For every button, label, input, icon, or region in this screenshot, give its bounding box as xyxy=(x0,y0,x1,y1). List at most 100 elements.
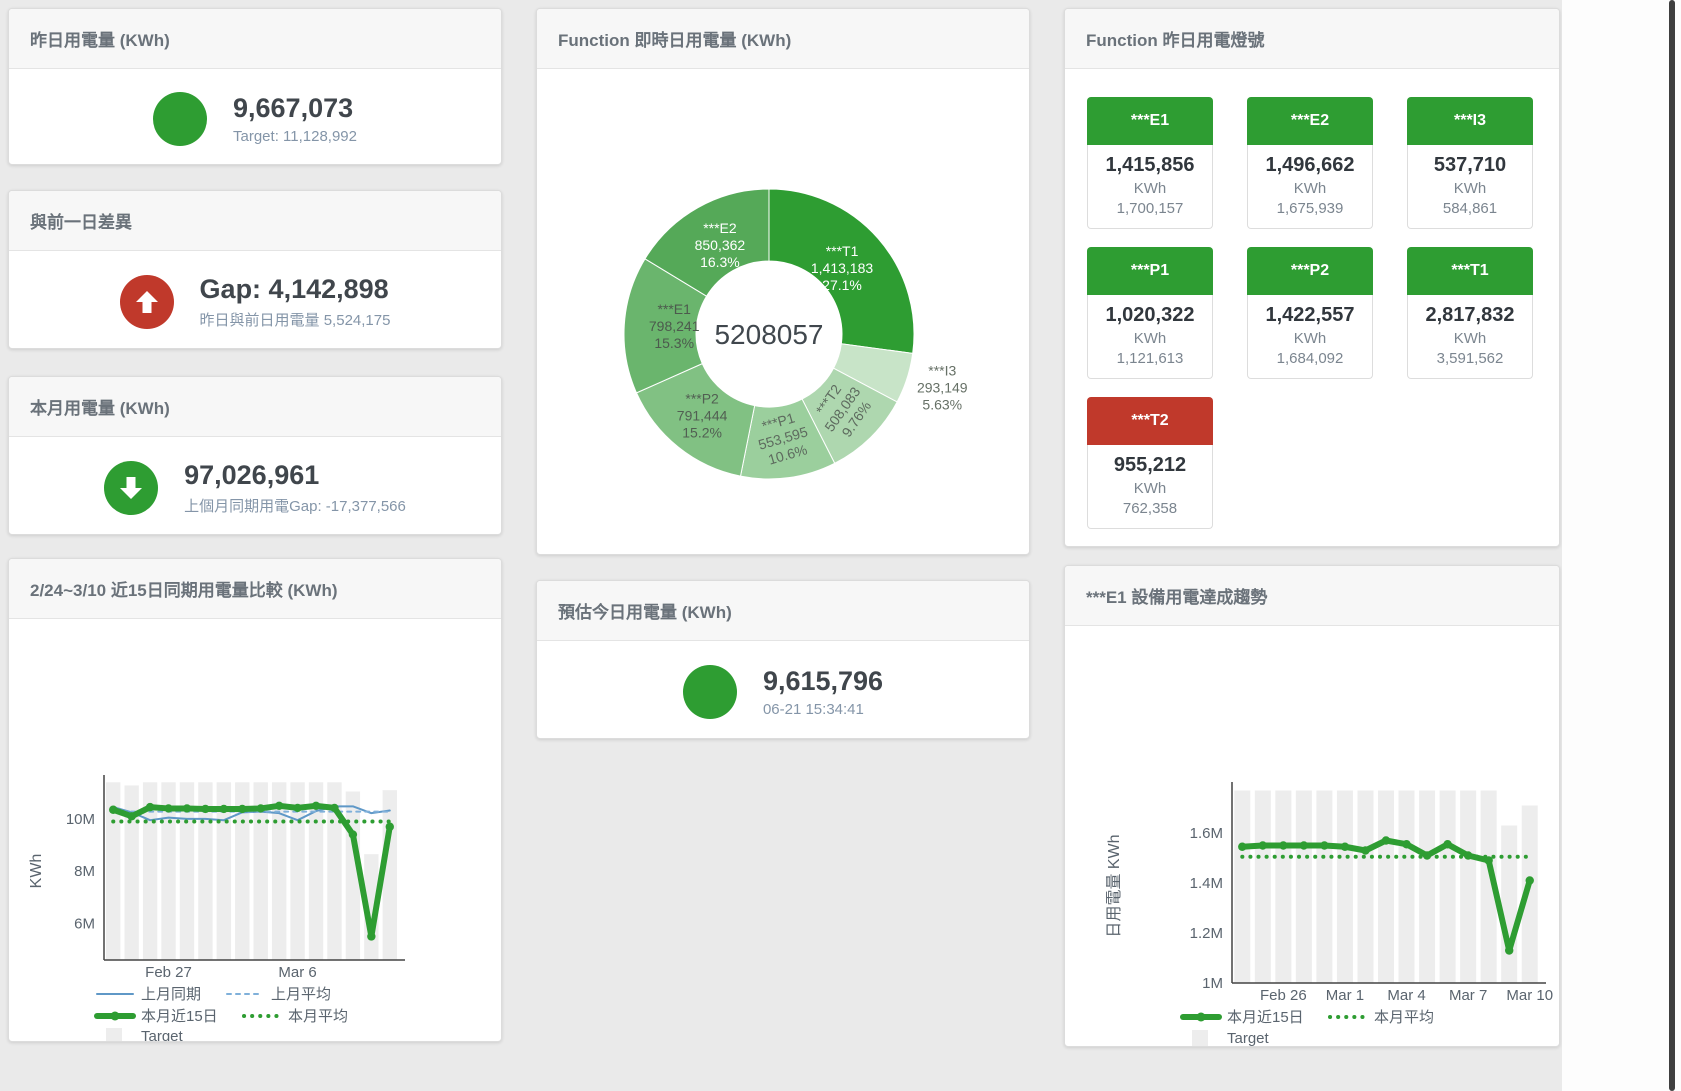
svg-text:6M: 6M xyxy=(74,915,95,932)
card-compare-chart: 2/24~3/10 近15日同期用電量比較 (KWh) 6M 8M 10M Feb 2… xyxy=(8,558,502,1042)
svg-text:Feb 26: Feb 26 xyxy=(1260,987,1307,1004)
e1-trend-chart[interactable]: 1M 1.2M 1.4M 1.6M Feb 26 Mar 1 Mar 4 Mar 7 Mar 1… xyxy=(1065,626,1557,1047)
card-estimate-today: 預估今日用電量 (KWh) 9,615,796 06-21 15:34:41 xyxy=(536,580,1030,739)
tile-value: 1,020,322 xyxy=(1105,304,1195,326)
scrollbar[interactable] xyxy=(1669,0,1675,1091)
svg-text:Feb 27: Feb 27 xyxy=(145,964,192,981)
gap-value: Gap: 4,142,898 xyxy=(199,274,389,305)
kpi-row: Gap: 4,142,898 昨日與前日用電量 5,524,175 xyxy=(9,251,501,348)
card-day-gap: 與前一日差異 Gap: 4,142,898 昨日與前日用電量 5,524,175 xyxy=(8,190,502,349)
svg-text:Target: Target xyxy=(141,1028,184,1042)
card-trend-title: ***E1 設備用電達成趨勢 xyxy=(1065,566,1559,626)
svg-text:日用電量 KWh: 日用電量 KWh xyxy=(1106,834,1123,937)
tile-body: 1,020,322 KWh 1,121,613 xyxy=(1087,295,1213,379)
svg-text:KWh: KWh xyxy=(28,854,45,889)
tile-value: 1,422,557 xyxy=(1265,304,1355,326)
tile-status-header: ***P1 xyxy=(1087,247,1213,295)
tile-target-value: 3,591,562 xyxy=(1436,350,1504,367)
svg-text:Mar 4: Mar 4 xyxy=(1387,987,1425,1004)
tile-target-value: 1,684,092 xyxy=(1276,350,1344,367)
realtime-donut-chart[interactable]: ***T1 1,413,183 27.1% ***I3 293,149 5.63% ***T… xyxy=(537,69,1027,555)
svg-text:Mar 7: Mar 7 xyxy=(1449,987,1487,1004)
status-circle-icon xyxy=(682,664,737,719)
tile-value: 1,496,662 xyxy=(1265,154,1355,176)
svg-text:1.6M: 1.6M xyxy=(1190,825,1223,842)
svg-text:8M: 8M xyxy=(74,863,95,880)
tile-status-header: ***I3 xyxy=(1407,97,1533,145)
svg-text:1.2M: 1.2M xyxy=(1190,925,1223,942)
card-compare-title: 2/24~3/10 近15日同期用電量比較 (KWh) xyxy=(9,559,501,619)
tile-body: 1,496,662 KWh 1,675,939 xyxy=(1247,145,1373,229)
tile-body: 537,710 KWh 584,861 xyxy=(1407,145,1533,229)
tile-unit: KWh xyxy=(1453,180,1487,197)
kpi-row: 9,615,796 06-21 15:34:41 xyxy=(537,641,1029,738)
tile-unit: KWh xyxy=(1133,180,1167,197)
svg-text:1M: 1M xyxy=(1202,975,1223,992)
arrow-down-icon xyxy=(104,460,159,515)
svg-text:1.4M: 1.4M xyxy=(1190,875,1223,892)
svg-text:上月平均: 上月平均 xyxy=(271,986,331,1003)
svg-text:10M: 10M xyxy=(66,811,95,828)
tile-target-value: 1,700,157 xyxy=(1116,200,1184,217)
card-status-lights: Function 昨日用電燈號 ***E1 1,415,856 KWh 1,700,1… xyxy=(1064,8,1560,547)
tile-unit: KWh xyxy=(1133,330,1167,347)
svg-text:Mar 6: Mar 6 xyxy=(278,964,316,981)
tile-unit: KWh xyxy=(1293,180,1327,197)
device-tile-E2[interactable]: ***E2 1,496,662 KWh 1,675,939 xyxy=(1247,97,1373,229)
svg-text:Target: Target xyxy=(1227,1030,1270,1047)
month-gap-subtitle: 上個月同期用電Gap: -17,377,566 xyxy=(184,497,406,515)
device-tile-I3[interactable]: ***I3 537,710 KWh 584,861 xyxy=(1407,97,1533,229)
device-tiles-grid: ***E1 1,415,856 KWh 1,700,157 ***E2 1,496,662… xyxy=(1065,69,1559,529)
device-tile-T2[interactable]: ***T2 955,212 KWh 762,358 xyxy=(1087,397,1213,529)
svg-text:5208057: 5208057 xyxy=(714,319,823,350)
device-tile-P1[interactable]: ***P1 1,020,322 KWh 1,121,613 xyxy=(1087,247,1213,379)
tile-body: 955,212 KWh 762,358 xyxy=(1087,445,1213,529)
card-realtime-title: Function 即時日用電量 (KWh) xyxy=(537,9,1029,69)
svg-text:上月同期: 上月同期 xyxy=(141,986,201,1003)
svg-text:本月平均: 本月平均 xyxy=(1374,1009,1434,1026)
card-e1-trend: ***E1 設備用電達成趨勢 1M 1.2M 1.4M 1.6M Feb 26 Mar 1… xyxy=(1064,565,1560,1047)
tile-target-value: 762,358 xyxy=(1122,500,1178,517)
card-estimate-title: 預估今日用電量 (KWh) xyxy=(537,581,1029,641)
arrow-up-icon xyxy=(119,274,174,329)
device-tile-T1[interactable]: ***T1 2,817,832 KWh 3,591,562 xyxy=(1407,247,1533,379)
estimate-value: 9,615,796 xyxy=(762,666,884,697)
kpi-row: 9,667,073 Target: 11,128,992 xyxy=(9,69,501,164)
tile-body: 2,817,832 KWh 3,591,562 xyxy=(1407,295,1533,379)
device-tile-P2[interactable]: ***P2 1,422,557 KWh 1,684,092 xyxy=(1247,247,1373,379)
tile-unit: KWh xyxy=(1453,330,1487,347)
svg-text:本月近15日: 本月近15日 xyxy=(1227,1009,1304,1026)
tile-target-value: 584,861 xyxy=(1442,200,1498,217)
tile-target-value: 1,675,939 xyxy=(1276,200,1344,217)
tile-status-header: ***T1 xyxy=(1407,247,1533,295)
svg-text:Mar 1: Mar 1 xyxy=(1326,987,1364,1004)
card-yesterday-usage: 昨日用電量 (KWh) 9,667,073 Target: 11,128,992 xyxy=(8,8,502,165)
svg-text:Mar 10: Mar 10 xyxy=(1506,987,1553,1004)
svg-text:本月平均: 本月平均 xyxy=(288,1008,348,1025)
gap-subtitle: 昨日與前日用電量 5,524,175 xyxy=(199,311,391,329)
tile-body: 1,422,557 KWh 1,684,092 xyxy=(1247,295,1373,379)
card-gap-title: 與前一日差異 xyxy=(9,191,501,251)
tile-status-header: ***E1 xyxy=(1087,97,1213,145)
device-tile-E1[interactable]: ***E1 1,415,856 KWh 1,700,157 xyxy=(1087,97,1213,229)
right-gutter xyxy=(1562,0,1681,1091)
tile-status-header: ***P2 xyxy=(1247,247,1373,295)
status-circle-icon xyxy=(153,91,207,146)
tile-unit: KWh xyxy=(1133,480,1167,497)
card-yesterday-title: 昨日用電量 (KWh) xyxy=(9,9,501,69)
month-value: 97,026,961 xyxy=(184,460,320,491)
tile-value: 955,212 xyxy=(1113,454,1187,476)
card-lights-title: Function 昨日用電燈號 xyxy=(1065,9,1559,69)
estimate-timestamp: 06-21 15:34:41 xyxy=(762,700,864,718)
tile-body: 1,415,856 KWh 1,700,157 xyxy=(1087,145,1213,229)
tile-unit: KWh xyxy=(1293,330,1327,347)
card-month-usage: 本月用電量 (KWh) 97,026,961 上個月同期用電Gap: -17,3… xyxy=(8,376,502,535)
tile-value: 537,710 xyxy=(1433,154,1507,176)
